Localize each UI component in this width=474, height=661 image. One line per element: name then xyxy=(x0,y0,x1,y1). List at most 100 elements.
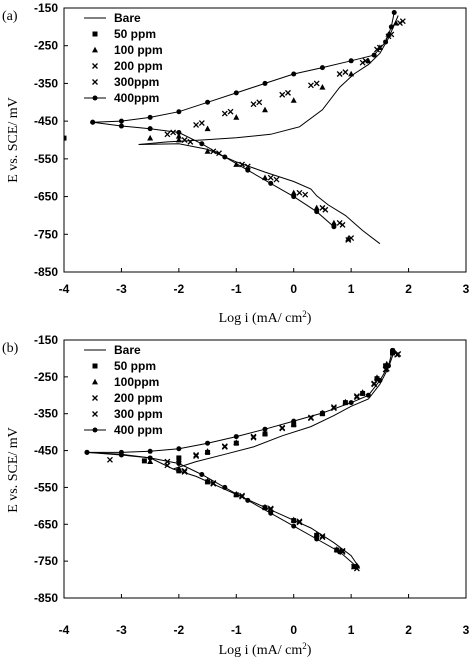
series-200-ppm-point xyxy=(319,533,326,540)
y-tick-label: -450 xyxy=(34,114,58,128)
series-100ppm-point xyxy=(175,465,182,472)
y-tick-label: -750 xyxy=(34,227,58,241)
x-tick-label: -2 xyxy=(174,282,185,296)
series-200-ppm-point xyxy=(267,505,274,512)
x-tick-label: 3 xyxy=(463,623,470,637)
series-400-ppm-point xyxy=(176,460,182,466)
series-200-ppm xyxy=(164,20,403,242)
series-300ppm-point xyxy=(345,236,352,243)
series-100-ppm-point xyxy=(319,84,326,90)
series-300ppm-point xyxy=(399,18,406,25)
series-50-ppm xyxy=(64,135,67,141)
series-400-ppm-point xyxy=(385,363,391,369)
y-tick-label: -850 xyxy=(34,265,58,279)
series-100ppm-point xyxy=(233,439,240,445)
plot-area xyxy=(84,347,402,572)
series-100ppm-point xyxy=(204,448,211,454)
series-200-ppm-point xyxy=(296,189,303,196)
series-400-ppm-point xyxy=(245,497,251,503)
series-300-ppm-point xyxy=(106,456,113,463)
series-400-ppm-point xyxy=(199,472,205,478)
x-tick-label: -4 xyxy=(59,282,70,296)
series-100ppm-point xyxy=(262,503,268,510)
series-300ppm-point xyxy=(339,221,346,228)
legend-label: 100ppm xyxy=(114,375,159,389)
series-bare-line xyxy=(138,15,399,145)
series-300-ppm-point xyxy=(353,393,360,399)
series-300-ppm-point xyxy=(319,534,326,541)
legend-label: 200 ppm xyxy=(114,59,163,73)
legend-label: 50 ppm xyxy=(114,359,156,373)
series-300ppm-point xyxy=(302,191,309,198)
series-200-ppm-point xyxy=(221,110,228,117)
series-100-ppm-point xyxy=(290,97,297,103)
series-300ppm-point xyxy=(227,108,234,115)
series-300-ppm-point xyxy=(279,424,286,431)
y-tick-label: -650 xyxy=(34,190,58,204)
legend: Bare 50 ppm 100 ppm 200 ppm 300ppm 400ppm xyxy=(84,11,163,105)
series-300-ppm-point xyxy=(250,433,257,440)
series-100-ppm-point xyxy=(290,189,297,196)
series-300ppm-point xyxy=(313,80,320,87)
series-300ppm-point xyxy=(285,89,291,96)
y-tick-label: -150 xyxy=(34,1,58,15)
series-400-ppm-point xyxy=(118,452,124,458)
series-400ppm-point xyxy=(176,129,182,135)
series-200-ppm-point xyxy=(193,453,200,460)
series-200-ppm-point xyxy=(164,131,171,138)
series-300ppm-point xyxy=(256,99,263,106)
series-400ppm-point xyxy=(118,123,124,129)
series-200-ppm-point xyxy=(181,137,188,143)
legend-swatch-marker xyxy=(92,46,98,53)
legend-label: Bare xyxy=(114,343,141,357)
series-200-ppm-point xyxy=(336,220,343,226)
series-200-ppm-point xyxy=(239,492,245,499)
plot-area xyxy=(64,10,406,245)
x-tick-label: -2 xyxy=(174,623,185,637)
y-tick-label: -650 xyxy=(34,517,58,531)
legend-label: 400 ppm xyxy=(114,423,163,437)
x-tick-label: -1 xyxy=(231,282,242,296)
legend-label: 200 ppm xyxy=(114,391,163,405)
x-axis-title: Log i (mA/ cm2) xyxy=(219,309,312,326)
series-200-ppm-point xyxy=(267,174,274,181)
series-200-ppm-point xyxy=(396,20,403,27)
series-400ppm-point xyxy=(118,118,124,124)
series-400ppm-point xyxy=(233,90,239,96)
series-300-ppm-point xyxy=(221,443,228,450)
series-400-ppm-point xyxy=(147,455,153,461)
series-200-ppm-point xyxy=(353,394,360,401)
x-axis-title: Log i (mA/ cm2) xyxy=(219,641,312,658)
series-100-ppm-point xyxy=(313,204,320,211)
series-300ppm-point xyxy=(198,120,205,126)
series-400ppm-line xyxy=(92,12,395,123)
series-400-ppm-point xyxy=(262,426,268,432)
series-200-ppm-point xyxy=(374,46,380,53)
panel-label: (a) xyxy=(2,9,18,24)
y-axis-title: E vs. SCE/ mV xyxy=(6,427,21,513)
legend-swatch-marker xyxy=(92,95,98,101)
y-tick-label: -550 xyxy=(34,480,58,494)
series-200-ppm-point xyxy=(307,82,314,89)
series-400-ppm-point xyxy=(147,448,153,454)
series-300ppm-point xyxy=(244,163,251,170)
x-tick-label: 0 xyxy=(290,282,297,296)
chart-panel-a: (a) -150 -250 -350 -450 -550 -650 -750 -850-4 -3 -… xyxy=(2,1,470,326)
series-400ppm-point xyxy=(291,71,297,77)
x-tick-label: 3 xyxy=(463,282,470,296)
series-300-ppm-point xyxy=(296,519,303,526)
series-100ppm-point xyxy=(342,398,349,405)
y-tick-label: -350 xyxy=(34,76,58,90)
series-400-ppm-point xyxy=(291,418,297,424)
series-100ppm xyxy=(147,347,398,568)
y-tick-label: -450 xyxy=(34,444,58,458)
legend-swatch-marker xyxy=(92,31,98,37)
legend-label: 300ppm xyxy=(114,75,159,89)
series-200-ppm-point xyxy=(250,101,257,108)
series-300-ppm-point xyxy=(267,506,274,513)
legend-swatch-marker xyxy=(92,363,98,369)
series-100-ppm-point xyxy=(147,134,154,141)
series-300ppm-point xyxy=(362,57,369,64)
series-400ppm-point xyxy=(314,209,320,215)
